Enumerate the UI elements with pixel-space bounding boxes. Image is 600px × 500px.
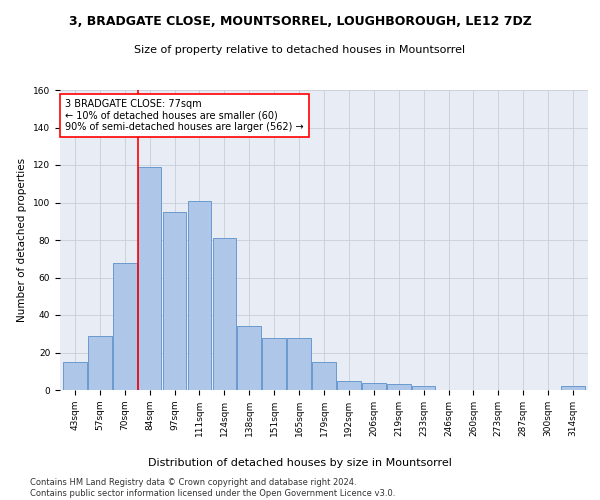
Bar [312,362,336,390]
Text: Size of property relative to detached houses in Mountsorrel: Size of property relative to detached ho… [134,45,466,55]
Text: Contains HM Land Registry data © Crown copyright and database right 2024.
Contai: Contains HM Land Registry data © Crown c… [30,478,395,498]
Bar [412,386,436,390]
Bar [238,326,261,390]
Bar [262,338,286,390]
Text: Distribution of detached houses by size in Mountsorrel: Distribution of detached houses by size … [148,458,452,468]
Bar [88,336,112,390]
Bar [337,380,361,390]
Text: 3 BRADGATE CLOSE: 77sqm
← 10% of detached houses are smaller (60)
90% of semi-de: 3 BRADGATE CLOSE: 77sqm ← 10% of detache… [65,99,304,132]
Text: 3, BRADGATE CLOSE, MOUNTSORREL, LOUGHBOROUGH, LE12 7DZ: 3, BRADGATE CLOSE, MOUNTSORREL, LOUGHBOR… [68,15,532,28]
Y-axis label: Number of detached properties: Number of detached properties [17,158,28,322]
Bar [188,200,211,390]
Bar [287,338,311,390]
Bar [387,384,410,390]
Bar [138,167,161,390]
Bar [362,382,386,390]
Bar [113,262,137,390]
Bar [163,212,187,390]
Bar [63,362,87,390]
Bar [212,238,236,390]
Bar [561,386,585,390]
